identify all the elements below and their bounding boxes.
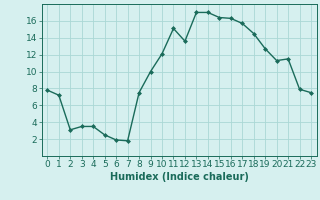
X-axis label: Humidex (Indice chaleur): Humidex (Indice chaleur)	[110, 172, 249, 182]
